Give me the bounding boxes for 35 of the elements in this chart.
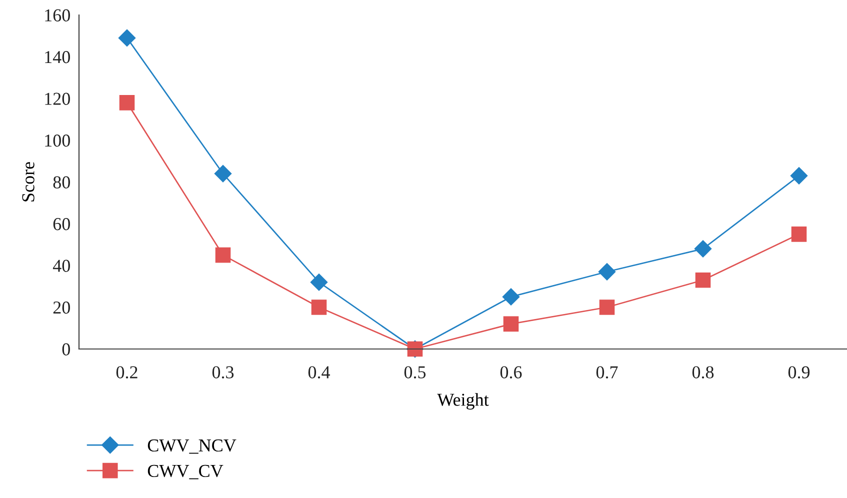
point xyxy=(310,274,328,291)
y-tick-label: 160 xyxy=(45,9,70,22)
point xyxy=(599,300,615,315)
legend-label: CWV_NCV xyxy=(148,439,236,454)
y-tick-label: 40 xyxy=(52,260,70,272)
point xyxy=(118,29,136,47)
point xyxy=(215,247,231,263)
y-tick-label: 80 xyxy=(53,176,70,188)
x-tick-label: 0.4 xyxy=(308,366,330,378)
point xyxy=(695,272,711,288)
y-tick-label: 20 xyxy=(53,302,70,314)
y-tick-label: 140 xyxy=(45,51,70,64)
x-tick-label: 0.8 xyxy=(692,366,714,378)
y-tick-label: 60 xyxy=(53,218,70,230)
point xyxy=(502,288,520,306)
point xyxy=(311,300,327,315)
point xyxy=(598,263,616,280)
x-tick-label: 0.2 xyxy=(116,366,138,378)
y-axis-title: Score xyxy=(22,162,34,202)
x-tick-label: 0.3 xyxy=(212,366,234,378)
point xyxy=(694,240,712,258)
x-tick-label: 0.5 xyxy=(404,366,426,378)
point xyxy=(503,316,519,332)
point xyxy=(119,95,135,110)
x-tick-label: 0.6 xyxy=(500,366,522,378)
point xyxy=(214,165,232,182)
point xyxy=(790,167,808,184)
x-tick-label: 0.7 xyxy=(596,366,618,378)
y-tick-label: 120 xyxy=(45,92,70,105)
legend-label: CWV_CV xyxy=(148,464,224,480)
x-tick-label: 0.9 xyxy=(788,366,810,378)
y-tick-label: 100 xyxy=(45,134,70,147)
x-axis-title: Weight xyxy=(437,393,489,410)
y-tick-label: 0 xyxy=(62,343,70,356)
point xyxy=(791,226,807,242)
